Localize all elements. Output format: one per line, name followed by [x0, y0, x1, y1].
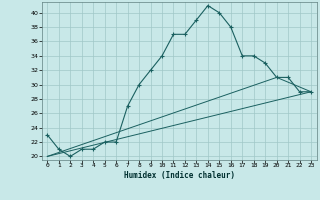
X-axis label: Humidex (Indice chaleur): Humidex (Indice chaleur) [124, 171, 235, 180]
